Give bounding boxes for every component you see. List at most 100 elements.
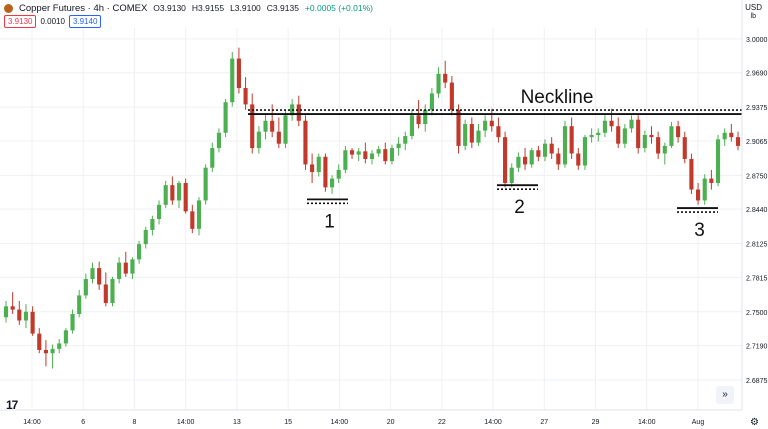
candle-body [250,104,255,149]
candle-body [403,136,408,144]
candle-body [596,132,601,135]
candle-body [576,153,581,166]
tradingview-logo: 17 [6,398,18,412]
x-tick-label: 27 [540,419,548,426]
candle-body [283,115,288,144]
x-tick-label: 22 [438,419,446,426]
currency-selector[interactable]: USD [745,3,762,12]
candle-body [676,126,681,138]
candle-body [190,211,195,229]
candle-body [469,124,474,143]
x-tick-label: 15 [284,419,292,426]
candle-body [589,134,594,138]
candle-body [3,306,9,318]
candle-body [709,178,714,183]
trade-buttons: 3.9130 0.0010 3.9140 [4,15,102,28]
candle-body [263,120,268,132]
candle-body [196,200,202,229]
y-tick-label: 2.7815 [746,275,768,282]
candle-body [409,115,414,137]
candle-body [256,131,261,149]
candle-body [230,58,235,103]
bottom-label: 3 [694,220,705,241]
x-tick-label: 13 [233,419,241,426]
candle-body [503,137,508,183]
candle-body [629,119,634,129]
unit-label: lb [750,13,756,20]
sell-button[interactable]: 3.9130 [4,15,37,28]
candle-body [316,156,321,173]
x-tick-label: 14:00 [177,419,195,426]
candle-body [183,182,188,212]
candle-body [622,128,627,144]
y-tick-label: 2.9690 [746,71,768,78]
candle-body [529,150,534,165]
candle-body [669,126,674,146]
candle-body [303,120,308,165]
candle-body [270,120,275,132]
candle-body [689,158,694,190]
candle-body [569,126,574,154]
candle-body [310,164,315,173]
candle-body [702,178,707,201]
candle-body [649,134,654,138]
y-tick-label: 3.0000 [746,37,768,44]
candle-body [296,104,301,121]
candle-body [330,178,335,188]
candle-body [416,115,421,125]
buy-button[interactable]: 3.9140 [68,15,102,28]
candle-body [150,219,155,230]
candle-body [536,150,541,157]
ohlc-high: H3.9155 [191,3,225,13]
candle-body [23,311,29,321]
candle-body [70,313,75,331]
candle-body [436,73,441,94]
candle-body [696,189,701,201]
x-tick-label: 20 [387,419,395,426]
candle-body [729,132,734,138]
y-tick-label: 2.8440 [746,207,768,214]
candle-body [476,130,481,143]
candle-body [156,204,162,219]
candle-body [376,149,381,154]
ohlc-open: O3.9130 [153,3,186,13]
candle-body [516,156,521,168]
symbol-header[interactable]: Copper Futures · 4h · COMEX O3.9130 H3.9… [4,1,373,15]
y-tick-label: 2.6875 [746,378,768,385]
candle-body [243,88,248,105]
candle-body [43,349,48,354]
candle-body [396,143,401,149]
candle-body [556,153,561,165]
candle-body [130,259,135,274]
ohlc-low: L3.9100 [230,3,261,13]
candle-body [137,244,142,260]
spread-value: 0.0010 [40,17,65,26]
candle-body [662,145,667,154]
candle-body [509,167,514,183]
candle-body [356,151,361,155]
candle-body [276,131,281,144]
candle-body [383,149,388,162]
gear-icon[interactable]: ⚙ [750,417,759,428]
candle-body [616,126,621,144]
candle-body [722,132,727,140]
candle-body [429,93,434,110]
candle-body [602,120,607,133]
symbol-title[interactable]: Copper Futures · 4h · COMEX [19,2,148,14]
candle-body [443,73,448,83]
double-chevron-right-icon[interactable]: » [716,386,734,404]
candle-body [636,119,641,149]
candle-body [143,229,148,245]
candle-body [83,279,88,296]
candle-body [369,153,375,159]
ohlc-close: C3.9135 [266,3,299,13]
bottom-label: 2 [514,197,525,218]
candle-body [63,330,68,344]
candle-body [656,137,661,154]
y-tick-label: 2.7190 [746,344,768,351]
candle-body [210,148,215,168]
candle-body [30,311,35,334]
candle-body [349,150,355,155]
candle-body [456,109,461,146]
